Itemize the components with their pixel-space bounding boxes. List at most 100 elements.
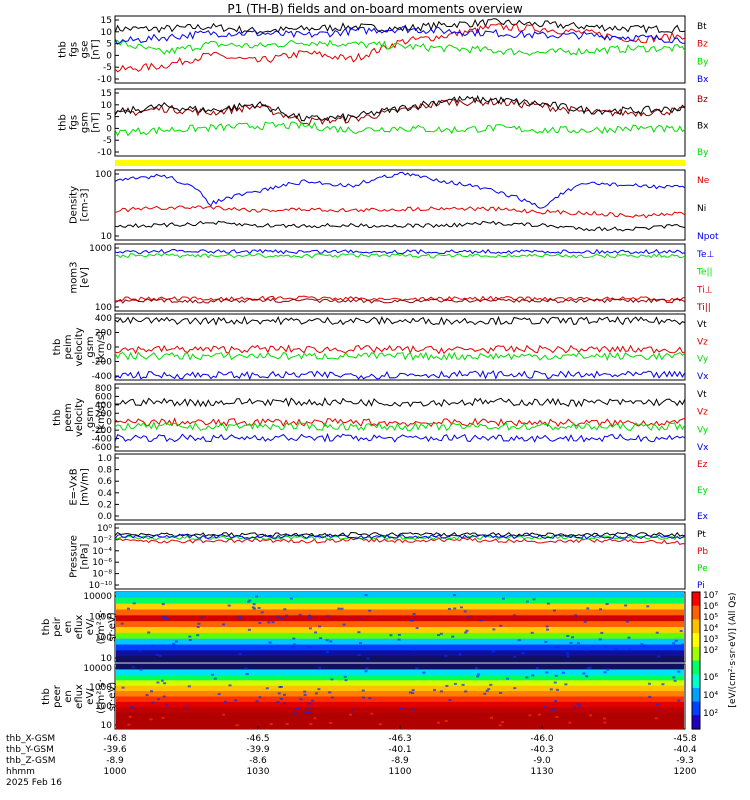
y-tick-label: 1.0 <box>98 454 113 464</box>
colorbar-tick: 10² <box>703 709 718 719</box>
spectrogram-speckle <box>364 670 368 673</box>
y-tick-label: 100 <box>95 633 112 643</box>
spectrogram-speckle <box>304 711 308 714</box>
spectrogram-speckle <box>151 644 155 647</box>
y-tick-label: 10 <box>101 654 113 664</box>
y-axis-label: Density <box>69 186 80 224</box>
x-row-value: -40.4 <box>673 745 697 755</box>
spectrogram-speckle <box>400 707 404 710</box>
spectrogram-speckle <box>499 691 503 694</box>
spectrogram-band <box>116 707 684 714</box>
spectrogram-speckle <box>477 673 481 676</box>
y-axis-label: [nT] <box>91 112 102 132</box>
series-line-te|| <box>114 252 686 259</box>
spectrogram-speckle <box>257 606 261 609</box>
y-tick-label: 10 <box>101 721 113 731</box>
spectrogram-speckle <box>217 693 221 696</box>
y-axis-label: (cm²·s· <box>96 679 107 714</box>
legend-pt: Pt <box>697 530 706 540</box>
spectrogram-speckle <box>238 653 242 656</box>
spectrogram-band <box>116 701 684 708</box>
spectrogram-speckle <box>672 642 676 645</box>
spectrogram-band <box>116 656 684 663</box>
y-axis-label: (cm²·s· <box>96 610 107 645</box>
spectrogram-speckle <box>557 645 561 648</box>
spectrogram-speckle <box>458 653 462 656</box>
spectrogram-speckle <box>485 689 489 692</box>
spectrogram-speckle <box>188 638 192 641</box>
spectrogram-speckle <box>298 613 302 616</box>
series-line-ti⊥ <box>114 295 686 302</box>
spectrogram-speckle <box>196 634 200 637</box>
spectrogram-speckle <box>343 675 347 678</box>
series-line-pt <box>114 531 686 538</box>
spectrogram-band <box>116 718 684 725</box>
spectrogram-speckle <box>451 635 455 638</box>
y-tick-label: 5 <box>106 113 112 123</box>
spectrogram-speckle <box>657 655 661 658</box>
spectrogram-speckle <box>313 717 317 720</box>
spectrogram-speckle <box>413 648 417 651</box>
y-axis-label: velocity <box>74 398 85 437</box>
spectrogram-speckle <box>317 688 321 691</box>
y-axis-label: [km/s] <box>96 331 107 363</box>
y-axis-label: gsm <box>80 112 91 133</box>
spectrogram-band <box>116 664 684 671</box>
series-line-vt <box>115 397 686 408</box>
spectrogram-speckle <box>158 654 162 657</box>
x-row-value: 1130 <box>531 767 554 777</box>
y-tick-label: 10000 <box>83 592 112 602</box>
spectrogram-speckle <box>624 604 628 607</box>
spectrogram-speckle <box>252 607 256 610</box>
legend-vx: Vx <box>697 443 709 453</box>
spectrogram-speckle <box>291 646 295 649</box>
x-row-value: 1000 <box>104 767 127 777</box>
spectrogram-speckle <box>276 701 280 704</box>
spectrogram-speckle <box>260 611 264 614</box>
spectrogram-speckle <box>501 597 505 600</box>
spectrogram-speckle <box>223 700 227 703</box>
y-axis-label: fgs <box>69 42 80 57</box>
spectrogram-speckle <box>551 708 555 711</box>
x-row-value: -45.8 <box>673 734 697 744</box>
legend-ni: Ni <box>697 204 706 214</box>
spectrogram-band <box>116 644 684 651</box>
y-tick-label: 10000 <box>83 664 112 674</box>
spectrogram-speckle <box>299 698 303 701</box>
spectrogram-speckle <box>130 705 134 708</box>
spectrogram-speckle <box>162 695 166 698</box>
spectrogram-speckle <box>237 615 241 618</box>
spectrogram-speckle <box>155 653 159 656</box>
y-axis-label: en <box>63 621 74 634</box>
spectrogram-speckle <box>447 607 451 610</box>
spectrogram-speckle <box>525 676 529 679</box>
spectrogram-speckle <box>604 646 608 649</box>
spectrogram-speckle <box>661 683 665 686</box>
spectrogram-speckle <box>319 637 323 640</box>
y-tick-label: 0.4 <box>98 489 113 499</box>
spectrogram-band <box>116 638 684 646</box>
series-line-ti|| <box>114 297 686 304</box>
spectrogram-band <box>116 696 684 703</box>
legend-ex: Ex <box>697 512 709 522</box>
spectrogram-speckle <box>145 694 149 697</box>
spectrogram-speckle <box>340 607 344 610</box>
spectrogram-speckle <box>643 644 647 647</box>
spectrogram-speckle <box>389 634 393 637</box>
y-tick-label: 0.6 <box>98 477 113 487</box>
series-line-vt <box>114 315 686 326</box>
y-axis-label: eV/ <box>85 618 96 635</box>
spectrogram-speckle <box>448 698 452 701</box>
spectrogram-speckle <box>483 692 487 695</box>
y-axis-label: gsm <box>85 407 96 428</box>
spectrogram-speckle <box>588 666 592 669</box>
panel-frame <box>114 169 686 241</box>
spectrogram-speckle <box>294 712 298 715</box>
spectrogram-speckle <box>397 633 401 636</box>
y-axis-label: [mV/m] <box>80 468 91 506</box>
legend-bx: Bx <box>697 75 709 85</box>
y-axis-label: velocity <box>74 327 85 366</box>
spectrogram-band <box>116 597 684 605</box>
spectrogram-speckle <box>648 695 652 698</box>
spectrogram-speckle <box>308 702 312 705</box>
